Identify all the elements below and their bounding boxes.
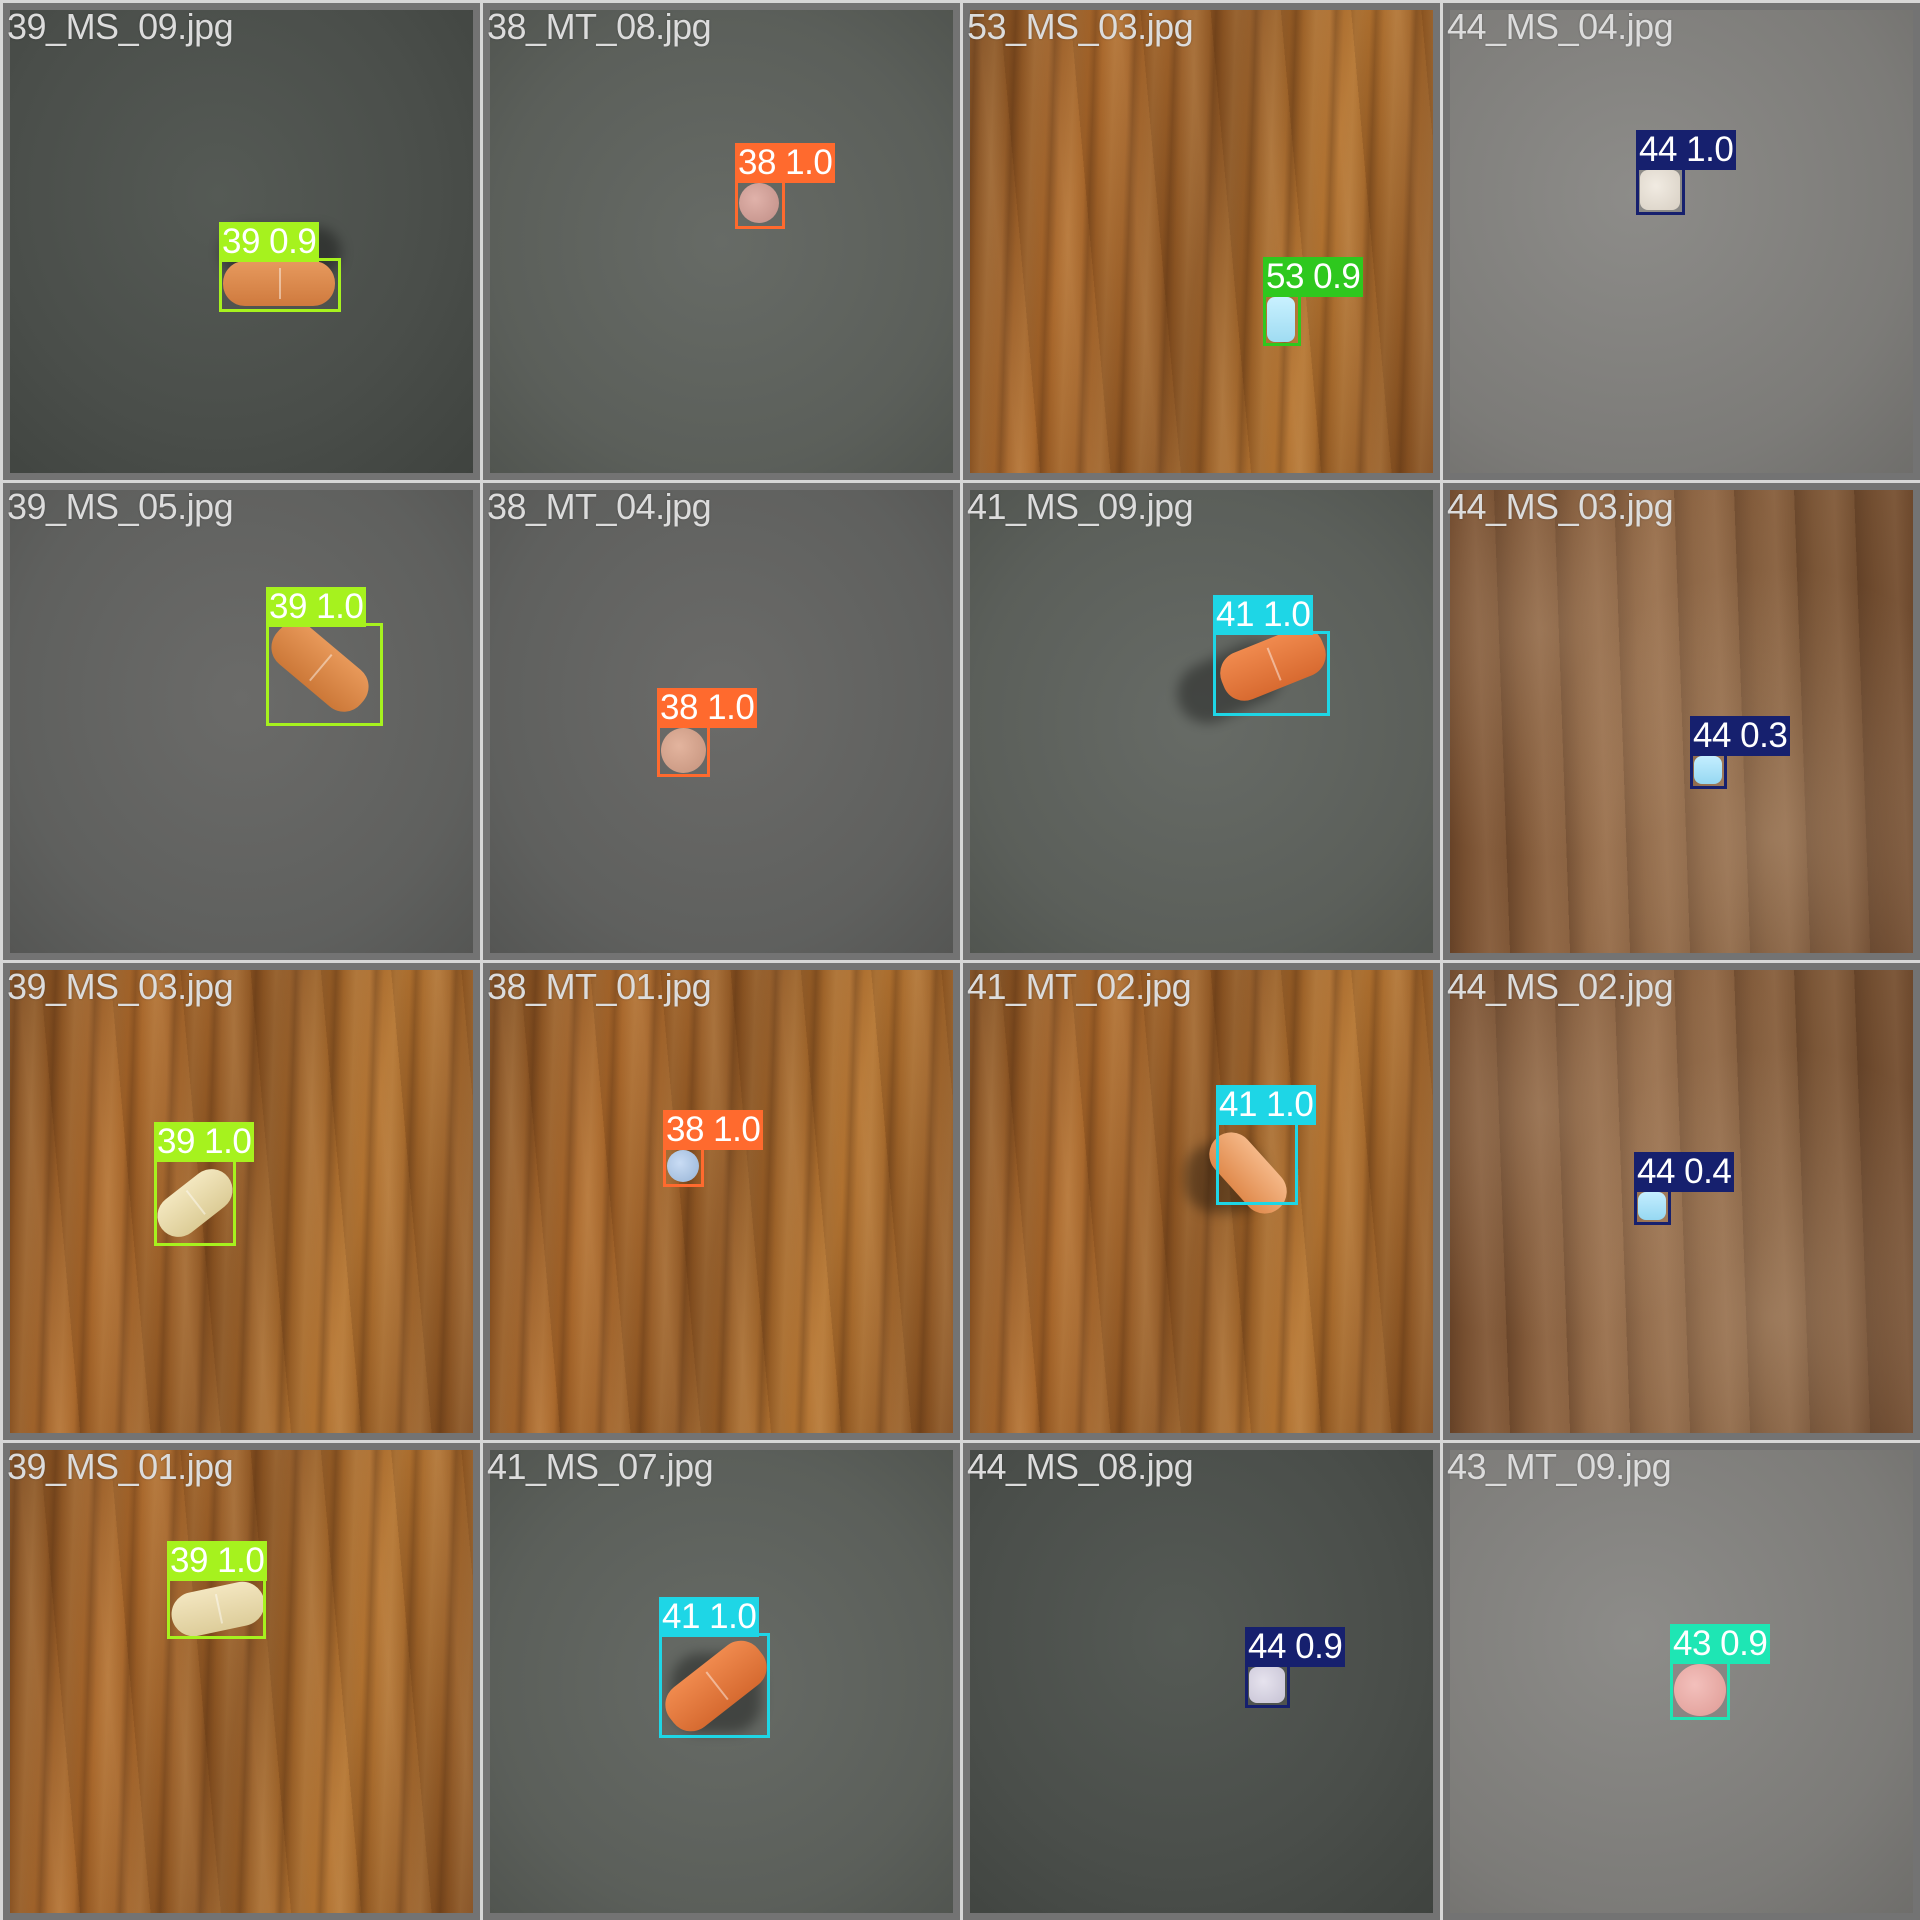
tile-filename: 38_MT_01.jpg <box>487 966 712 1007</box>
tile-41-mt-02: 41 1.0 41_MT_02.jpg <box>960 960 1440 1440</box>
detection-box <box>1263 293 1301 346</box>
tile-53-ms-03: 53 0.9 53_MS_03.jpg <box>960 0 1440 480</box>
detection-box <box>1213 631 1330 716</box>
tile-38-mt-08: 38 1.0 38_MT_08.jpg <box>480 0 960 480</box>
detection-label: 39 1.0 <box>154 1122 255 1162</box>
tile-41-ms-07: 41 1.0 41_MS_07.jpg <box>480 1440 960 1920</box>
tile-43-mt-09: 43 0.9 43_MT_09.jpg <box>1440 1440 1920 1920</box>
detection-label: 39 1.0 <box>167 1541 268 1581</box>
tile-filename: 44_MS_04.jpg <box>1447 6 1674 47</box>
detection-box <box>1634 1188 1671 1225</box>
pill-photo <box>490 10 953 473</box>
pill <box>1638 1192 1666 1220</box>
tile-filename: 43_MT_09.jpg <box>1447 1446 1672 1487</box>
detection-label: 53 0.9 <box>1263 257 1364 297</box>
tile-filename: 41_MS_09.jpg <box>967 486 1194 527</box>
tile-39-ms-03: 39 1.0 39_MS_03.jpg <box>0 960 480 1440</box>
pill-photo <box>1450 490 1913 953</box>
detection-label: 41 1.0 <box>1213 595 1314 635</box>
tile-41-ms-09: 41 1.0 41_MS_09.jpg <box>960 480 1440 960</box>
tile-filename: 39_MS_01.jpg <box>7 1446 234 1487</box>
pill <box>1249 1667 1285 1703</box>
pill-photo <box>970 970 1433 1433</box>
detection-box <box>1636 166 1685 215</box>
detection-label: 38 1.0 <box>657 688 758 728</box>
detection-box <box>1670 1660 1730 1720</box>
tile-39-ms-05: 39 1.0 39_MS_05.jpg <box>0 480 480 960</box>
pill-photo <box>10 1450 473 1913</box>
tile-filename: 39_MS_03.jpg <box>7 966 234 1007</box>
detection-box <box>657 724 710 777</box>
detection-label: 38 1.0 <box>663 1110 764 1150</box>
tile-filename: 44_MS_02.jpg <box>1447 966 1674 1007</box>
tile-filename: 44_MS_08.jpg <box>967 1446 1194 1487</box>
pill-photo <box>1450 10 1913 473</box>
pill-photo <box>970 1450 1433 1913</box>
tile-38-mt-04: 38 1.0 38_MT_04.jpg <box>480 480 960 960</box>
pill-photo <box>1450 970 1913 1433</box>
detection-box <box>1216 1121 1298 1205</box>
tile-filename: 39_MS_09.jpg <box>7 6 234 47</box>
pill <box>661 728 706 773</box>
pill-photo <box>10 490 473 953</box>
tile-filename: 53_MS_03.jpg <box>967 6 1194 47</box>
tile-44-ms-03: 44 0.3 44_MS_03.jpg <box>1440 480 1920 960</box>
tile-filename: 44_MS_03.jpg <box>1447 486 1674 527</box>
pill <box>667 1150 699 1182</box>
detection-box <box>663 1146 704 1187</box>
tile-44-ms-08: 44 0.9 44_MS_08.jpg <box>960 1440 1440 1920</box>
tile-filename: 41_MS_07.jpg <box>487 1446 714 1487</box>
detection-box <box>219 258 341 312</box>
detection-box <box>1245 1663 1290 1708</box>
detection-label: 39 1.0 <box>266 587 367 627</box>
tile-38-mt-01: 38 1.0 38_MT_01.jpg <box>480 960 960 1440</box>
pill-photo <box>10 970 473 1433</box>
detection-label: 43 0.9 <box>1670 1624 1771 1664</box>
tile-filename: 39_MS_05.jpg <box>7 486 234 527</box>
detection-label: 39 0.9 <box>219 222 320 262</box>
pill-photo <box>970 490 1433 953</box>
pill <box>1694 756 1722 784</box>
tile-filename: 41_MT_02.jpg <box>967 966 1192 1007</box>
pill-photo <box>970 10 1433 473</box>
detection-box <box>266 623 383 726</box>
detection-box <box>167 1577 266 1639</box>
tile-44-ms-02: 44 0.4 44_MS_02.jpg <box>1440 960 1920 1440</box>
detection-label: 44 1.0 <box>1636 130 1737 170</box>
detection-box <box>154 1158 236 1246</box>
tile-44-ms-04: 44 1.0 44_MS_04.jpg <box>1440 0 1920 480</box>
detection-label: 44 0.4 <box>1634 1152 1735 1192</box>
tile-filename: 38_MT_08.jpg <box>487 6 712 47</box>
pill-photo <box>490 970 953 1433</box>
detection-label: 44 0.3 <box>1690 716 1791 756</box>
detection-label: 38 1.0 <box>735 143 836 183</box>
detection-label: 41 1.0 <box>1216 1085 1317 1125</box>
pill <box>223 261 335 306</box>
detection-box <box>1690 752 1727 789</box>
pill <box>739 183 779 223</box>
tile-filename: 38_MT_04.jpg <box>487 486 712 527</box>
detection-box <box>659 1633 770 1738</box>
detection-label: 44 0.9 <box>1245 1627 1346 1667</box>
pill <box>1640 170 1680 210</box>
pill <box>1267 297 1295 342</box>
tile-39-ms-09: 39 0.9 39_MS_09.jpg <box>0 0 480 480</box>
pill <box>1674 1664 1726 1716</box>
tile-39-ms-01: 39 1.0 39_MS_01.jpg <box>0 1440 480 1920</box>
detection-label: 41 1.0 <box>659 1597 760 1637</box>
detection-box <box>735 179 785 229</box>
